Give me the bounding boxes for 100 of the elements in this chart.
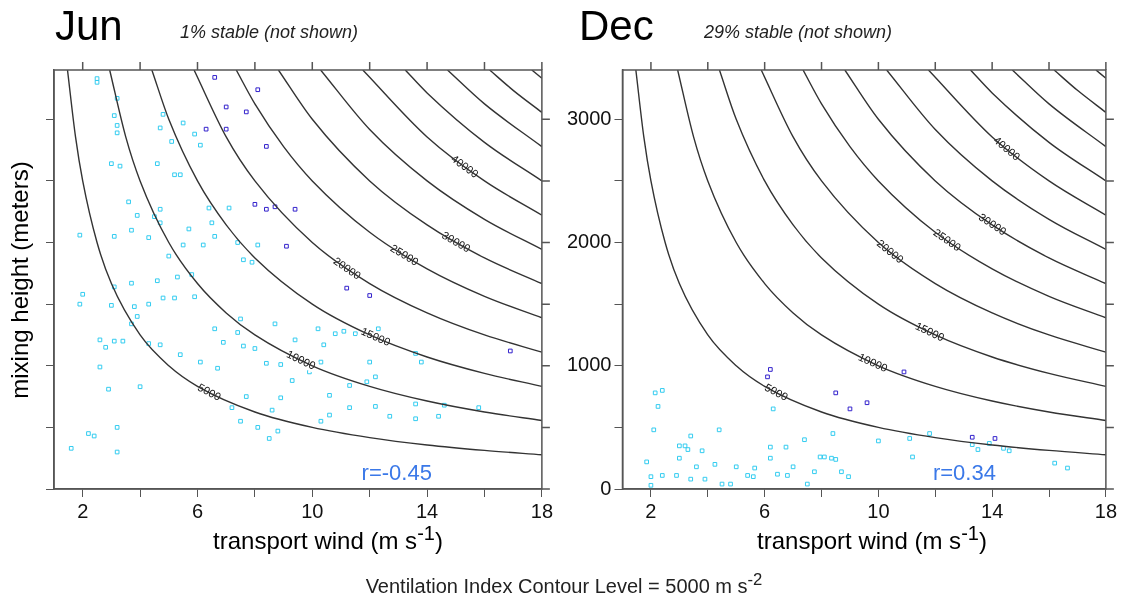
annotation: 5000	[195, 380, 224, 403]
annotation: r=-0.45	[361, 460, 432, 486]
x-tick-label: 18	[1094, 499, 1117, 522]
text: Ventilation Index Contour Level = 5000 m s$^{-2}$	[365, 570, 763, 597]
point	[770, 406, 776, 412]
line-series	[676, 70, 1106, 422]
point	[292, 206, 298, 212]
y-tick-label: 0	[600, 476, 612, 499]
annotation: 10000	[856, 350, 890, 375]
point	[768, 367, 773, 372]
point	[694, 464, 699, 470]
point	[223, 104, 229, 110]
point	[975, 447, 981, 452]
x-tick-label: 2	[645, 499, 657, 522]
point	[745, 473, 750, 478]
point	[1052, 460, 1058, 466]
x-tick-label: 6	[759, 499, 771, 522]
line-series	[760, 70, 1106, 353]
point	[768, 455, 773, 461]
point	[802, 437, 807, 443]
point	[785, 473, 790, 478]
y-axis-title: mixing height (meters)	[6, 161, 34, 399]
point	[833, 457, 839, 462]
point	[775, 471, 780, 477]
point	[719, 481, 725, 487]
point	[648, 474, 654, 480]
point	[203, 126, 209, 132]
point	[699, 448, 705, 454]
point	[876, 438, 881, 444]
point	[901, 369, 907, 375]
point	[243, 109, 249, 115]
x-tick-label: 2	[77, 499, 89, 522]
line-series	[969, 70, 1106, 182]
x-tick-label: 18	[530, 499, 553, 522]
point	[688, 476, 694, 482]
point	[255, 87, 261, 93]
point	[733, 464, 739, 470]
point	[223, 126, 229, 132]
point	[677, 443, 682, 449]
line-series	[635, 70, 1106, 456]
point	[1065, 465, 1070, 471]
x-axis-title: transport wind (m s$^{-1}$)	[212, 522, 444, 555]
point	[846, 474, 851, 480]
line-series	[802, 70, 1106, 319]
point	[212, 75, 218, 80]
x-axis-title: transport wind (m s$^{-1}$)	[756, 522, 988, 555]
chart-title: Dec	[579, 2, 654, 50]
point	[768, 444, 773, 450]
point	[829, 455, 834, 461]
point	[728, 481, 733, 487]
point	[830, 431, 836, 436]
point	[688, 433, 694, 439]
point	[659, 388, 665, 393]
point	[864, 400, 870, 406]
point	[264, 206, 269, 212]
line-series	[844, 70, 1106, 285]
point	[783, 444, 789, 450]
point	[674, 473, 679, 478]
point	[817, 454, 823, 460]
point	[969, 434, 975, 440]
y-tick-label: 3000	[566, 106, 612, 129]
point	[682, 443, 688, 449]
point	[344, 285, 350, 291]
point	[652, 390, 658, 396]
chart-subtitle: 1% stable (not shown)	[180, 22, 359, 43]
point	[839, 469, 844, 475]
point	[986, 441, 992, 446]
point	[812, 469, 817, 475]
annotation: 15000	[913, 319, 947, 344]
point	[833, 390, 839, 396]
point	[1006, 448, 1012, 454]
annotation: 15000	[359, 324, 393, 349]
point	[847, 406, 853, 412]
point	[992, 436, 998, 441]
point	[284, 243, 289, 249]
point	[648, 482, 654, 488]
point	[804, 481, 810, 487]
point	[907, 436, 913, 441]
point	[507, 348, 513, 354]
point	[790, 464, 796, 470]
chart-title: Jun	[55, 2, 123, 50]
point	[822, 454, 827, 460]
line-series	[927, 70, 1106, 216]
point	[702, 476, 708, 482]
x-tick-label: 14	[415, 499, 439, 522]
point	[752, 465, 758, 471]
point	[716, 427, 722, 433]
x-tick-label: 6	[191, 499, 204, 522]
x-tick-label: 14	[981, 499, 1004, 522]
point	[644, 459, 649, 465]
annotation: 10000	[284, 347, 318, 372]
y-tick-label: 2000	[566, 230, 612, 253]
point	[927, 431, 932, 436]
annotation: r=0.34	[932, 460, 996, 486]
point	[750, 474, 756, 480]
point	[677, 455, 682, 461]
x-tick-label: 10	[301, 499, 324, 522]
y-tick-label: 1000	[566, 353, 612, 376]
point	[252, 201, 258, 207]
point	[655, 404, 661, 409]
